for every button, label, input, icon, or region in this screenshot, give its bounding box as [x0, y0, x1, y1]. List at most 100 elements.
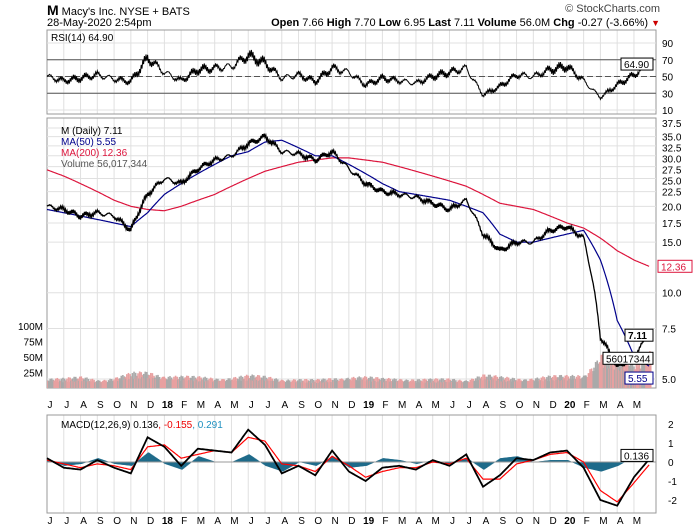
x-axis-label: S — [499, 516, 506, 527]
volume-tick-label: 50M — [24, 353, 43, 364]
symbol: M — [47, 2, 59, 18]
high-value: 7.70 — [354, 17, 376, 29]
price-tick-label: 27.5 — [662, 166, 682, 177]
price-tick-label: 30.0 — [662, 155, 682, 166]
x-axis-label: A — [80, 516, 87, 527]
rsi-tick-label: 10 — [662, 106, 674, 117]
price-legend-item: Volume 56,017,344 — [61, 159, 148, 170]
rsi-last-tag — [620, 57, 654, 71]
rsi-tick-label: 30 — [662, 89, 674, 100]
price-legend-item: M (Daily) 7.11 — [61, 126, 123, 137]
x-axis-label: N — [533, 516, 540, 527]
x-axis-label: D — [549, 400, 556, 411]
x-axis-label: 20 — [564, 516, 576, 527]
x-axis-label: A — [617, 400, 624, 411]
x-axis-label: M — [398, 516, 406, 527]
price-tick-label: 10.0 — [662, 289, 682, 300]
macd-tick-label: -2 — [668, 496, 677, 507]
macd-legend-value: MACD(12,26,9) 0.136 — [61, 420, 159, 431]
low-value: 6.95 — [403, 17, 426, 29]
price-tick-label: 22.5 — [662, 188, 682, 199]
x-axis-label: A — [483, 516, 490, 527]
macd-tick-label: -1 — [668, 477, 677, 488]
x-axis-label: M — [599, 400, 607, 411]
x-axis-label: F — [181, 400, 187, 411]
x-axis-label: J — [48, 516, 53, 527]
x-axis-label: D — [147, 400, 154, 411]
x-axis-label: 19 — [363, 516, 375, 527]
rsi-last-value: 64.90 — [624, 60, 649, 71]
x-axis-label: 19 — [363, 400, 375, 411]
x-axis-label: A — [416, 516, 423, 527]
x-axis-label: J — [249, 516, 254, 527]
macd-legend-value: , 0.291 — [192, 420, 223, 431]
x-axis-label: O — [113, 516, 121, 527]
x-axis-label: F — [382, 516, 388, 527]
down-arrow-icon: ▼ — [651, 18, 660, 28]
volume-last-value: 56017344 — [606, 354, 651, 365]
x-axis-label: N — [533, 400, 540, 411]
x-axis-label: A — [416, 400, 423, 411]
x-axis-label: D — [348, 516, 355, 527]
x-axis-label: M — [633, 400, 641, 411]
x-axis-label: M — [432, 400, 440, 411]
x-axis-label: M — [197, 516, 205, 527]
price-last-value: 7.11 — [628, 331, 647, 342]
macd-last-value: 0.136 — [624, 451, 649, 462]
x-axis-label: J — [266, 516, 271, 527]
timestamp: 28-May-2020 2:54pm — [47, 17, 152, 29]
x-axis-label: J — [467, 400, 472, 411]
rsi-line — [46, 49, 650, 101]
price-legend-item: MA(200) 12.36 — [61, 148, 128, 159]
brand-logo[interactable]: © StockCharts.com — [565, 3, 660, 15]
price-tick-label: 32.5 — [662, 144, 682, 155]
rsi-tick-label: 90 — [662, 39, 674, 50]
x-axis-label: N — [331, 400, 338, 411]
x-axis-label: J — [266, 400, 271, 411]
x-axis-label: F — [584, 516, 590, 527]
ma200-last-value: 12.36 — [661, 262, 686, 273]
price-tick-label: 35.0 — [662, 133, 682, 144]
macd-tick-label: 0 — [668, 458, 674, 469]
price-line — [46, 132, 650, 367]
rsi-tick-label: 70 — [662, 56, 674, 67]
macd-last-tag — [620, 448, 654, 462]
x-axis-label: O — [314, 516, 322, 527]
x-axis-label: F — [382, 400, 388, 411]
price-last-tag — [624, 328, 654, 342]
ma50-last-tag — [624, 371, 654, 385]
macd-line — [46, 428, 650, 507]
volume-last-tag — [602, 351, 654, 365]
x-axis-label: M — [230, 516, 238, 527]
x-axis-label: F — [181, 516, 187, 527]
x-axis-label: O — [516, 400, 524, 411]
x-axis-label: A — [214, 400, 221, 411]
macd-tick-label: 2 — [668, 420, 674, 431]
volume-tick-label: 75M — [24, 338, 43, 349]
x-axis-label: F — [584, 400, 590, 411]
x-axis-label: J — [64, 516, 69, 527]
open-label: Open — [271, 17, 300, 29]
x-axis-label: J — [450, 400, 455, 411]
open-value: 7.66 — [302, 17, 324, 29]
x-axis-label: A — [214, 516, 221, 527]
rsi-panel-frame — [46, 29, 657, 115]
x-axis-label: S — [298, 400, 305, 411]
x-axis-label: M — [599, 516, 607, 527]
x-axis-label: M — [398, 400, 406, 411]
x-axis-label: J — [467, 516, 472, 527]
rsi-legend: RSI(14) 64.90 — [51, 33, 114, 44]
volume-tick-label: 100M — [18, 322, 43, 333]
macd-tick-label: 1 — [668, 439, 674, 450]
volume-tick-label: 25M — [24, 369, 43, 380]
ma50-line — [46, 139, 650, 367]
x-axis-label: N — [130, 516, 137, 527]
x-axis-label: M — [633, 516, 641, 527]
x-axis-label: D — [348, 400, 355, 411]
last-value: 7.11 — [453, 17, 475, 29]
high-label: High — [326, 17, 352, 29]
chg-value: -0.27 (-3.66%) — [577, 17, 649, 29]
x-axis-label: A — [483, 400, 490, 411]
x-axis-label: M — [432, 516, 440, 527]
